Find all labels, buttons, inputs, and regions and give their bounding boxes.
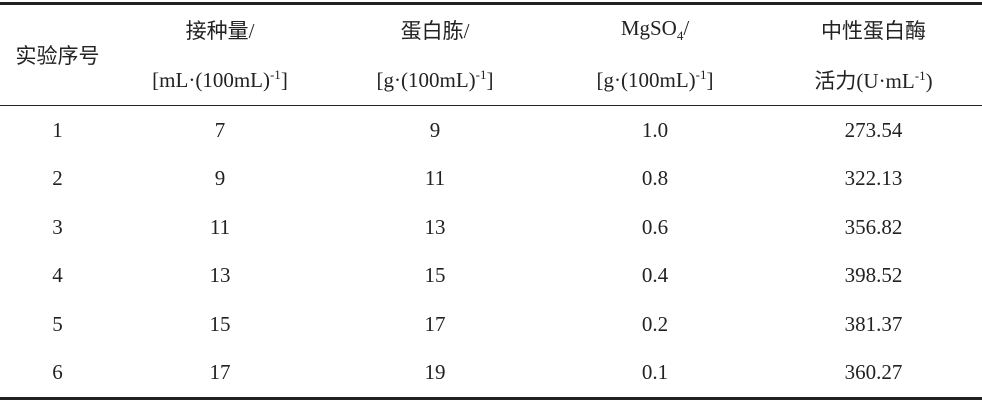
header-text: ] xyxy=(280,68,288,92)
superscript: -1 xyxy=(914,68,926,83)
table-cell: 15 xyxy=(424,263,446,288)
table-cell: 273.54 xyxy=(844,117,903,142)
table-cell: 11 xyxy=(209,214,231,239)
header-cell: [g·(100mL)-1] xyxy=(325,55,545,106)
header-text: / xyxy=(683,15,690,40)
header-row: 实验序号 接种量/蛋白胨/MgSO4/中性蛋白酶 xyxy=(0,4,982,68)
header-text: [g·(100mL) xyxy=(376,68,476,92)
table-cell: 360.27 xyxy=(844,360,903,385)
table-cell: 6 xyxy=(52,360,63,385)
table-cell: 15 xyxy=(209,311,231,336)
table-row: 1 7 9 1.0 273.54 xyxy=(0,106,982,155)
table-cell: 13 xyxy=(424,214,446,239)
table-cell: 19 xyxy=(424,360,446,385)
header-cell: 接种量/ xyxy=(115,4,325,56)
header-cell: 蛋白胨/ xyxy=(325,4,545,56)
header-text: 中性蛋白酶 xyxy=(821,19,926,43)
table-cell: 356.82 xyxy=(844,214,903,239)
subscript: 4 xyxy=(676,28,684,44)
table-cell: 3 xyxy=(52,214,63,239)
header-text: [mL·(100mL) xyxy=(152,68,270,92)
table-cell: 322.13 xyxy=(844,166,903,191)
header-cell: 实验序号 xyxy=(0,4,115,106)
table-cell: 17 xyxy=(209,360,231,385)
table-cell: 4 xyxy=(52,263,63,288)
table-cell: 5 xyxy=(52,311,63,336)
header-text: ) xyxy=(925,69,933,93)
table-row: 5 15 17 0.2 381.37 xyxy=(0,300,982,349)
table-cell: 0.4 xyxy=(641,263,669,288)
table-cell: 7 xyxy=(214,117,226,142)
table-cell: 9 xyxy=(214,166,226,191)
table-cell: 17 xyxy=(424,311,446,336)
table-cell: 398.52 xyxy=(844,263,903,288)
table-cell: 0.1 xyxy=(641,360,669,385)
header-cell: MgSO4/ xyxy=(545,4,765,56)
header-cell: 活力(U·mL-1) xyxy=(765,55,982,106)
header-text: ] xyxy=(706,68,714,92)
table-row: 6 17 19 0.1 360.27 xyxy=(0,349,982,399)
table-cell: 1 xyxy=(52,117,63,142)
table-row: 2 9 11 0.8 322.13 xyxy=(0,155,982,204)
header-text: [g·(100mL) xyxy=(596,68,696,92)
table-row: 4 13 15 0.4 398.52 xyxy=(0,252,982,301)
header-text: ] xyxy=(486,68,494,92)
table-cell: 1.0 xyxy=(641,117,669,142)
table-cell: 0.2 xyxy=(641,311,669,336)
header-cell: [mL·(100mL)-1] xyxy=(115,55,325,106)
table-cell: 381.37 xyxy=(844,311,903,336)
table-cell: 2 xyxy=(52,166,63,191)
header-text: 活力(U·mL xyxy=(814,69,915,93)
table-cell: 13 xyxy=(209,263,231,288)
header-text: MgSO xyxy=(620,15,677,40)
header-cell: [g·(100mL)-1] xyxy=(545,55,765,106)
table-cell: 11 xyxy=(424,166,446,191)
header-text: 蛋白胨/ xyxy=(400,19,470,43)
table-cell: 0.6 xyxy=(641,214,669,239)
superscript: -1 xyxy=(475,67,487,82)
table-row: 3 11 13 0.6 356.82 xyxy=(0,203,982,252)
table-cell: 0.8 xyxy=(641,166,669,191)
header-row: [mL·(100mL)-1] [g·(100mL)-1] [g·(100mL)-1]… xyxy=(0,55,982,106)
header-cell: 中性蛋白酶 xyxy=(765,4,982,56)
header-text: 实验序号 xyxy=(15,44,100,68)
header-text: 接种量/ xyxy=(185,19,255,43)
table-body: 1 7 9 1.0 273.54 2 9 11 0.8 322.13 3 11 13 0.6 356.82 4… xyxy=(0,106,982,399)
superscript: -1 xyxy=(695,67,707,82)
superscript: -1 xyxy=(269,67,281,82)
table-header: 实验序号 接种量/蛋白胨/MgSO4/中性蛋白酶 [mL·(100mL)-1] [g·… xyxy=(0,3,982,106)
table-cell: 9 xyxy=(429,117,441,142)
